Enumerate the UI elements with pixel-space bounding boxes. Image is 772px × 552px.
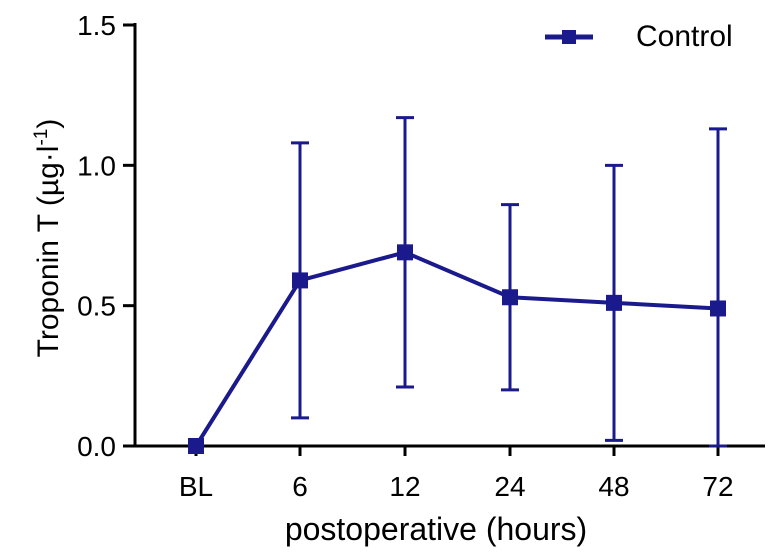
y-tick-label: 0.0 bbox=[77, 431, 116, 462]
legend-label-control: Control bbox=[636, 20, 733, 53]
x-tick-label: 12 bbox=[389, 471, 420, 502]
y-tick-label: 0.5 bbox=[77, 291, 116, 322]
data-point-marker bbox=[188, 438, 204, 454]
x-tick-label: 24 bbox=[494, 471, 525, 502]
data-point-marker bbox=[397, 244, 413, 261]
y-axis-label-close: ) bbox=[32, 119, 65, 129]
legend: Control bbox=[545, 20, 733, 53]
data-point-marker bbox=[292, 272, 308, 289]
y-ticks: 0.0 0.5 1.0 1.5 bbox=[77, 10, 135, 462]
error-bars bbox=[291, 116, 727, 448]
y-tick-label: 1.0 bbox=[77, 150, 116, 181]
x-tick-label: 48 bbox=[598, 471, 629, 502]
x-ticks: BL 6 12 24 48 72 bbox=[179, 446, 734, 502]
series-markers bbox=[188, 244, 726, 454]
legend-swatch-marker bbox=[562, 30, 576, 44]
y-axis-label-main: Troponin T (µg·l bbox=[32, 146, 65, 358]
data-point-marker bbox=[502, 289, 518, 306]
x-tick-label: 6 bbox=[292, 471, 308, 502]
x-tick-label: BL bbox=[179, 471, 213, 502]
series-lines bbox=[194, 250, 719, 448]
x-axis-label: postoperative (hours) bbox=[285, 511, 587, 547]
data-point-marker bbox=[710, 300, 726, 317]
y-axis-label-superscript: -1 bbox=[31, 129, 52, 146]
series-line-control bbox=[194, 250, 719, 448]
x-tick-label: 72 bbox=[702, 471, 733, 502]
y-tick-label: 1.5 bbox=[77, 10, 116, 41]
y-axis-label: Troponin T (µg·l-1) bbox=[31, 119, 65, 358]
axes bbox=[133, 23, 765, 448]
data-point-marker bbox=[606, 294, 622, 311]
